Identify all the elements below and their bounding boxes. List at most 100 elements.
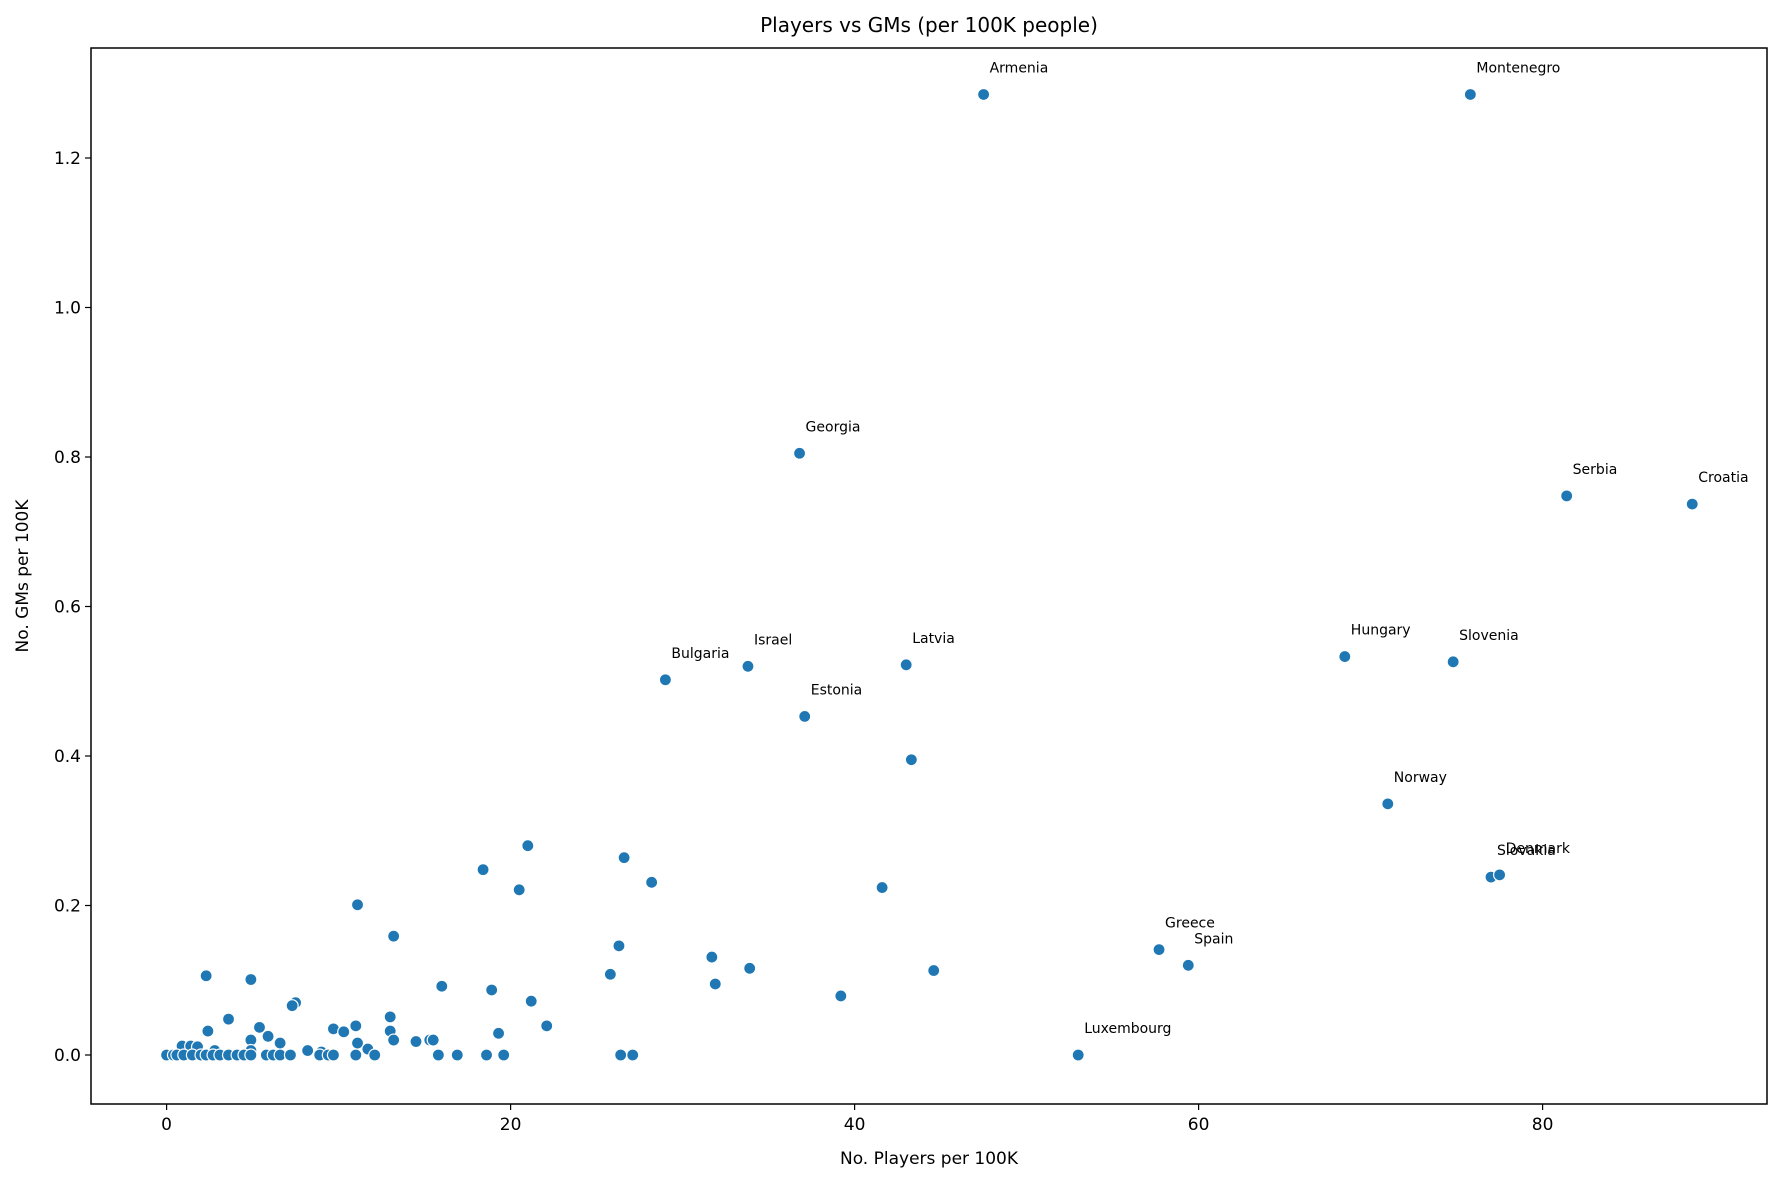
- data-point: [626, 1048, 640, 1062]
- annotation-slovenia: Slovenia: [1459, 628, 1519, 644]
- data-point: [485, 983, 499, 997]
- annotation-latvia: Latvia: [912, 631, 955, 647]
- data-point: [708, 977, 722, 991]
- data-point-montenegro: [1463, 87, 1477, 102]
- x-tick-label: 0: [161, 1115, 172, 1135]
- annotation-armenia: Armenia: [990, 60, 1049, 76]
- data-point: [337, 1025, 351, 1039]
- data-point: [201, 1024, 215, 1038]
- y-axis-label: No. GMs per 100K: [13, 499, 33, 653]
- data-point: [368, 1048, 382, 1062]
- y-tick-label: 0.6: [54, 598, 81, 618]
- data-point: [387, 1033, 401, 1047]
- data-point: [199, 969, 213, 983]
- data-point: [479, 1048, 494, 1062]
- data-point: [244, 972, 258, 987]
- x-axis-ticks: 0 20 40 60 80: [161, 1104, 1553, 1135]
- chart-title: Players vs GMs (per 100K people): [760, 13, 1098, 37]
- data-point: [612, 939, 626, 953]
- data-point: [875, 880, 889, 895]
- x-tick-label: 40: [844, 1115, 866, 1135]
- data-point: [491, 1026, 506, 1040]
- data-point-hungary: [1338, 649, 1352, 664]
- x-axis-label: No. Players per 100K: [840, 1149, 1019, 1169]
- data-point: [904, 753, 918, 767]
- x-tick-label: 60: [1188, 1115, 1210, 1135]
- data-point: [383, 1010, 397, 1024]
- data-point: [834, 989, 848, 1003]
- data-point-spain: [1181, 958, 1195, 972]
- data-point: [540, 1019, 554, 1033]
- data-point: [252, 1020, 267, 1034]
- annotation-montenegro: Montenegro: [1476, 60, 1560, 76]
- y-tick-label: 1.0: [54, 299, 81, 319]
- data-point: [301, 1043, 315, 1058]
- data-point: [617, 851, 631, 865]
- annotation-norway: Norway: [1394, 770, 1447, 786]
- data-point: [645, 875, 659, 889]
- annotation-georgia: Georgia: [806, 419, 861, 435]
- annotation-serbia: Serbia: [1573, 462, 1618, 478]
- data-point: [431, 1048, 445, 1062]
- annotation-bulgaria: Bulgaria: [671, 646, 729, 662]
- data-point-israel: [741, 659, 755, 673]
- annotation-israel: Israel: [754, 632, 792, 648]
- data-point: [285, 999, 299, 1013]
- data-point: [521, 839, 535, 853]
- y-tick-label: 0.8: [54, 448, 81, 468]
- data-point: [524, 994, 538, 1008]
- data-point: [743, 961, 757, 975]
- data-point: [435, 979, 449, 993]
- data-point: [261, 1029, 275, 1043]
- annotation-slovakia: Slovakia: [1497, 843, 1556, 859]
- annotation-greece: Greece: [1165, 916, 1215, 932]
- point-annotations: Armenia Montenegro Georgia Serbia Croatia Bul…: [671, 60, 1748, 1037]
- annotation-spain: Spain: [1194, 931, 1233, 947]
- x-tick-label: 20: [500, 1115, 522, 1135]
- y-tick-label: 0.2: [54, 897, 81, 917]
- y-tick-label: 0.4: [54, 747, 81, 767]
- annotation-estonia: Estonia: [811, 682, 863, 698]
- plot-frame: [90, 47, 1768, 1105]
- data-point: [387, 929, 401, 943]
- data-point-armenia: [976, 87, 991, 102]
- data-point-slovenia: [1446, 655, 1460, 669]
- data-point-norway: [1381, 797, 1395, 811]
- x-tick-label: 80: [1532, 1115, 1554, 1135]
- data-point-latvia: [899, 658, 913, 672]
- data-point: [326, 1048, 341, 1062]
- data-point-greece: [1152, 943, 1166, 957]
- annotation-luxembourg: Luxembourg: [1084, 1021, 1171, 1037]
- data-point: [349, 1019, 363, 1033]
- data-point: [273, 1036, 287, 1050]
- annotation-hungary: Hungary: [1351, 623, 1411, 639]
- data-point: [283, 1048, 298, 1062]
- data-point: [705, 950, 719, 964]
- annotation-croatia: Croatia: [1698, 470, 1748, 486]
- data-point: [603, 967, 617, 981]
- annotation-denmark: Denmark: [1506, 841, 1571, 857]
- data-points: [160, 87, 1699, 1062]
- data-point: [614, 1048, 628, 1062]
- data-point-bulgaria: [658, 673, 673, 687]
- data-point: [426, 1033, 440, 1047]
- data-point-croatia: [1685, 497, 1699, 511]
- data-point-serbia: [1560, 489, 1574, 503]
- data-point: [221, 1012, 236, 1026]
- data-point: [512, 883, 526, 897]
- data-point: [244, 1048, 258, 1062]
- data-point-denmark: [1492, 868, 1507, 882]
- data-point: [409, 1034, 423, 1049]
- data-point-luxembourg: [1071, 1048, 1085, 1062]
- data-point-georgia: [792, 446, 807, 460]
- y-tick-label: 0.0: [54, 1046, 81, 1066]
- data-point: [927, 963, 941, 978]
- data-point-estonia: [798, 709, 812, 723]
- data-point: [349, 1048, 363, 1062]
- y-tick-label: 1.2: [54, 149, 81, 169]
- data-point: [476, 863, 490, 877]
- y-axis-ticks: 0.0 0.2 0.4 0.6 0.8 1.0 1.2: [54, 149, 91, 1066]
- data-point: [497, 1048, 511, 1062]
